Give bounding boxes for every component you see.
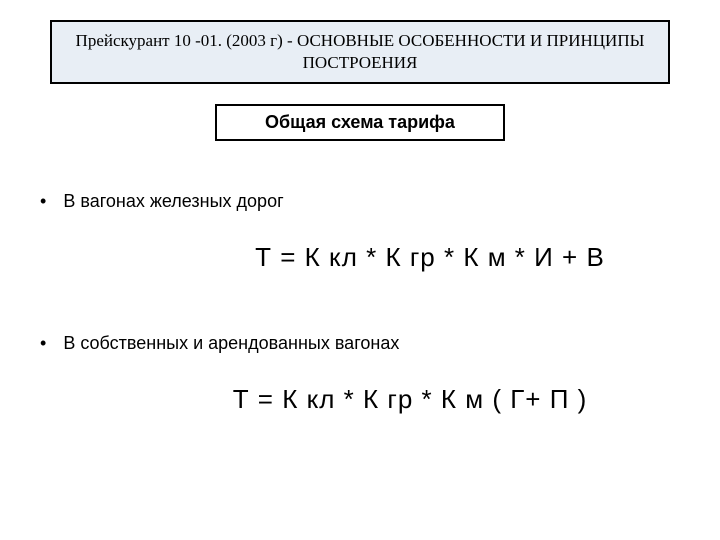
subtitle-box: Общая схема тарифа	[215, 104, 505, 141]
title-box: Прейскурант 10 -01. (2003 г) - ОСНОВНЫЕ …	[50, 20, 670, 84]
bullet-text-1: В вагонах железных дорог	[63, 191, 283, 211]
subtitle-text: Общая схема тарифа	[237, 112, 483, 133]
bullet-item-2: • В собственных и арендованных вагонах	[40, 333, 690, 354]
formula-2: Т = К кл * К гр * К м ( Г+ П )	[130, 384, 690, 415]
title-text: Прейскурант 10 -01. (2003 г) - ОСНОВНЫЕ …	[72, 30, 648, 74]
bullet-marker-1: •	[40, 191, 46, 212]
formula-1: Т = К кл * К гр * К м * И + В	[170, 242, 690, 273]
bullet-text-2: В собственных и арендованных вагонах	[63, 333, 399, 353]
bullet-marker-2: •	[40, 333, 46, 354]
bullet-item-1: • В вагонах железных дорог	[40, 191, 690, 212]
